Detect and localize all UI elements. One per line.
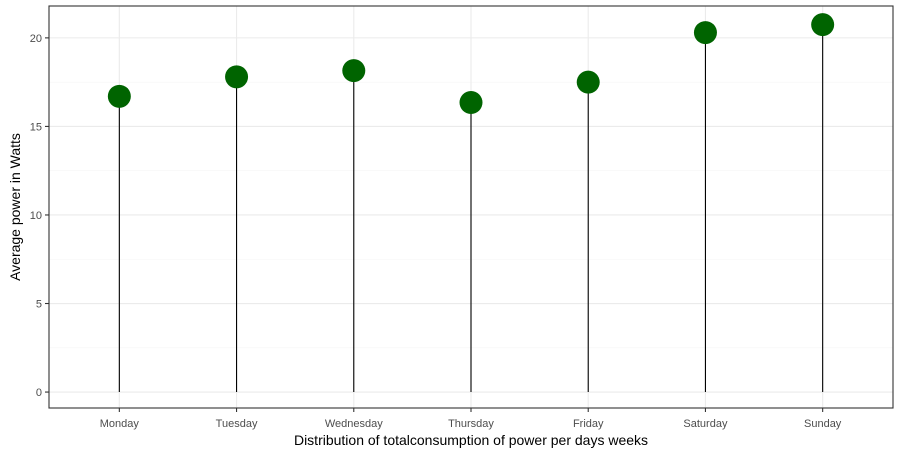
point-thursday [459, 91, 483, 115]
point-tuesday [225, 65, 249, 89]
x-tick-label: Saturday [683, 418, 728, 430]
points [107, 13, 835, 115]
y-tick-label: 10 [30, 210, 42, 222]
x-tick-label: Wednesday [325, 418, 383, 430]
x-tick-label: Monday [100, 418, 140, 430]
point-wednesday [342, 59, 366, 83]
x-tick-label: Thursday [448, 418, 494, 430]
y-tick-label: 15 [30, 121, 42, 133]
x-tick-label: Friday [573, 418, 604, 430]
y-axis-title: Average power in Watts [7, 133, 23, 281]
y-tick-label: 20 [30, 33, 42, 45]
x-tick-label: Tuesday [216, 418, 258, 430]
point-sunday [811, 13, 835, 37]
x-axis-title: Distribution of totalconsumption of powe… [294, 432, 648, 448]
y-tick-label: 0 [36, 387, 42, 399]
point-friday [576, 70, 600, 94]
point-saturday [693, 21, 717, 45]
x-tick-label: Sunday [804, 418, 842, 430]
point-monday [107, 84, 131, 108]
x-axis-ticks: Monday Tuesday Wednesday Thursday Friday Satu… [100, 408, 842, 430]
y-axis-ticks: 0 5 10 15 20 [30, 33, 49, 399]
stems [118, 24, 824, 393]
y-tick-label: 5 [36, 299, 42, 311]
